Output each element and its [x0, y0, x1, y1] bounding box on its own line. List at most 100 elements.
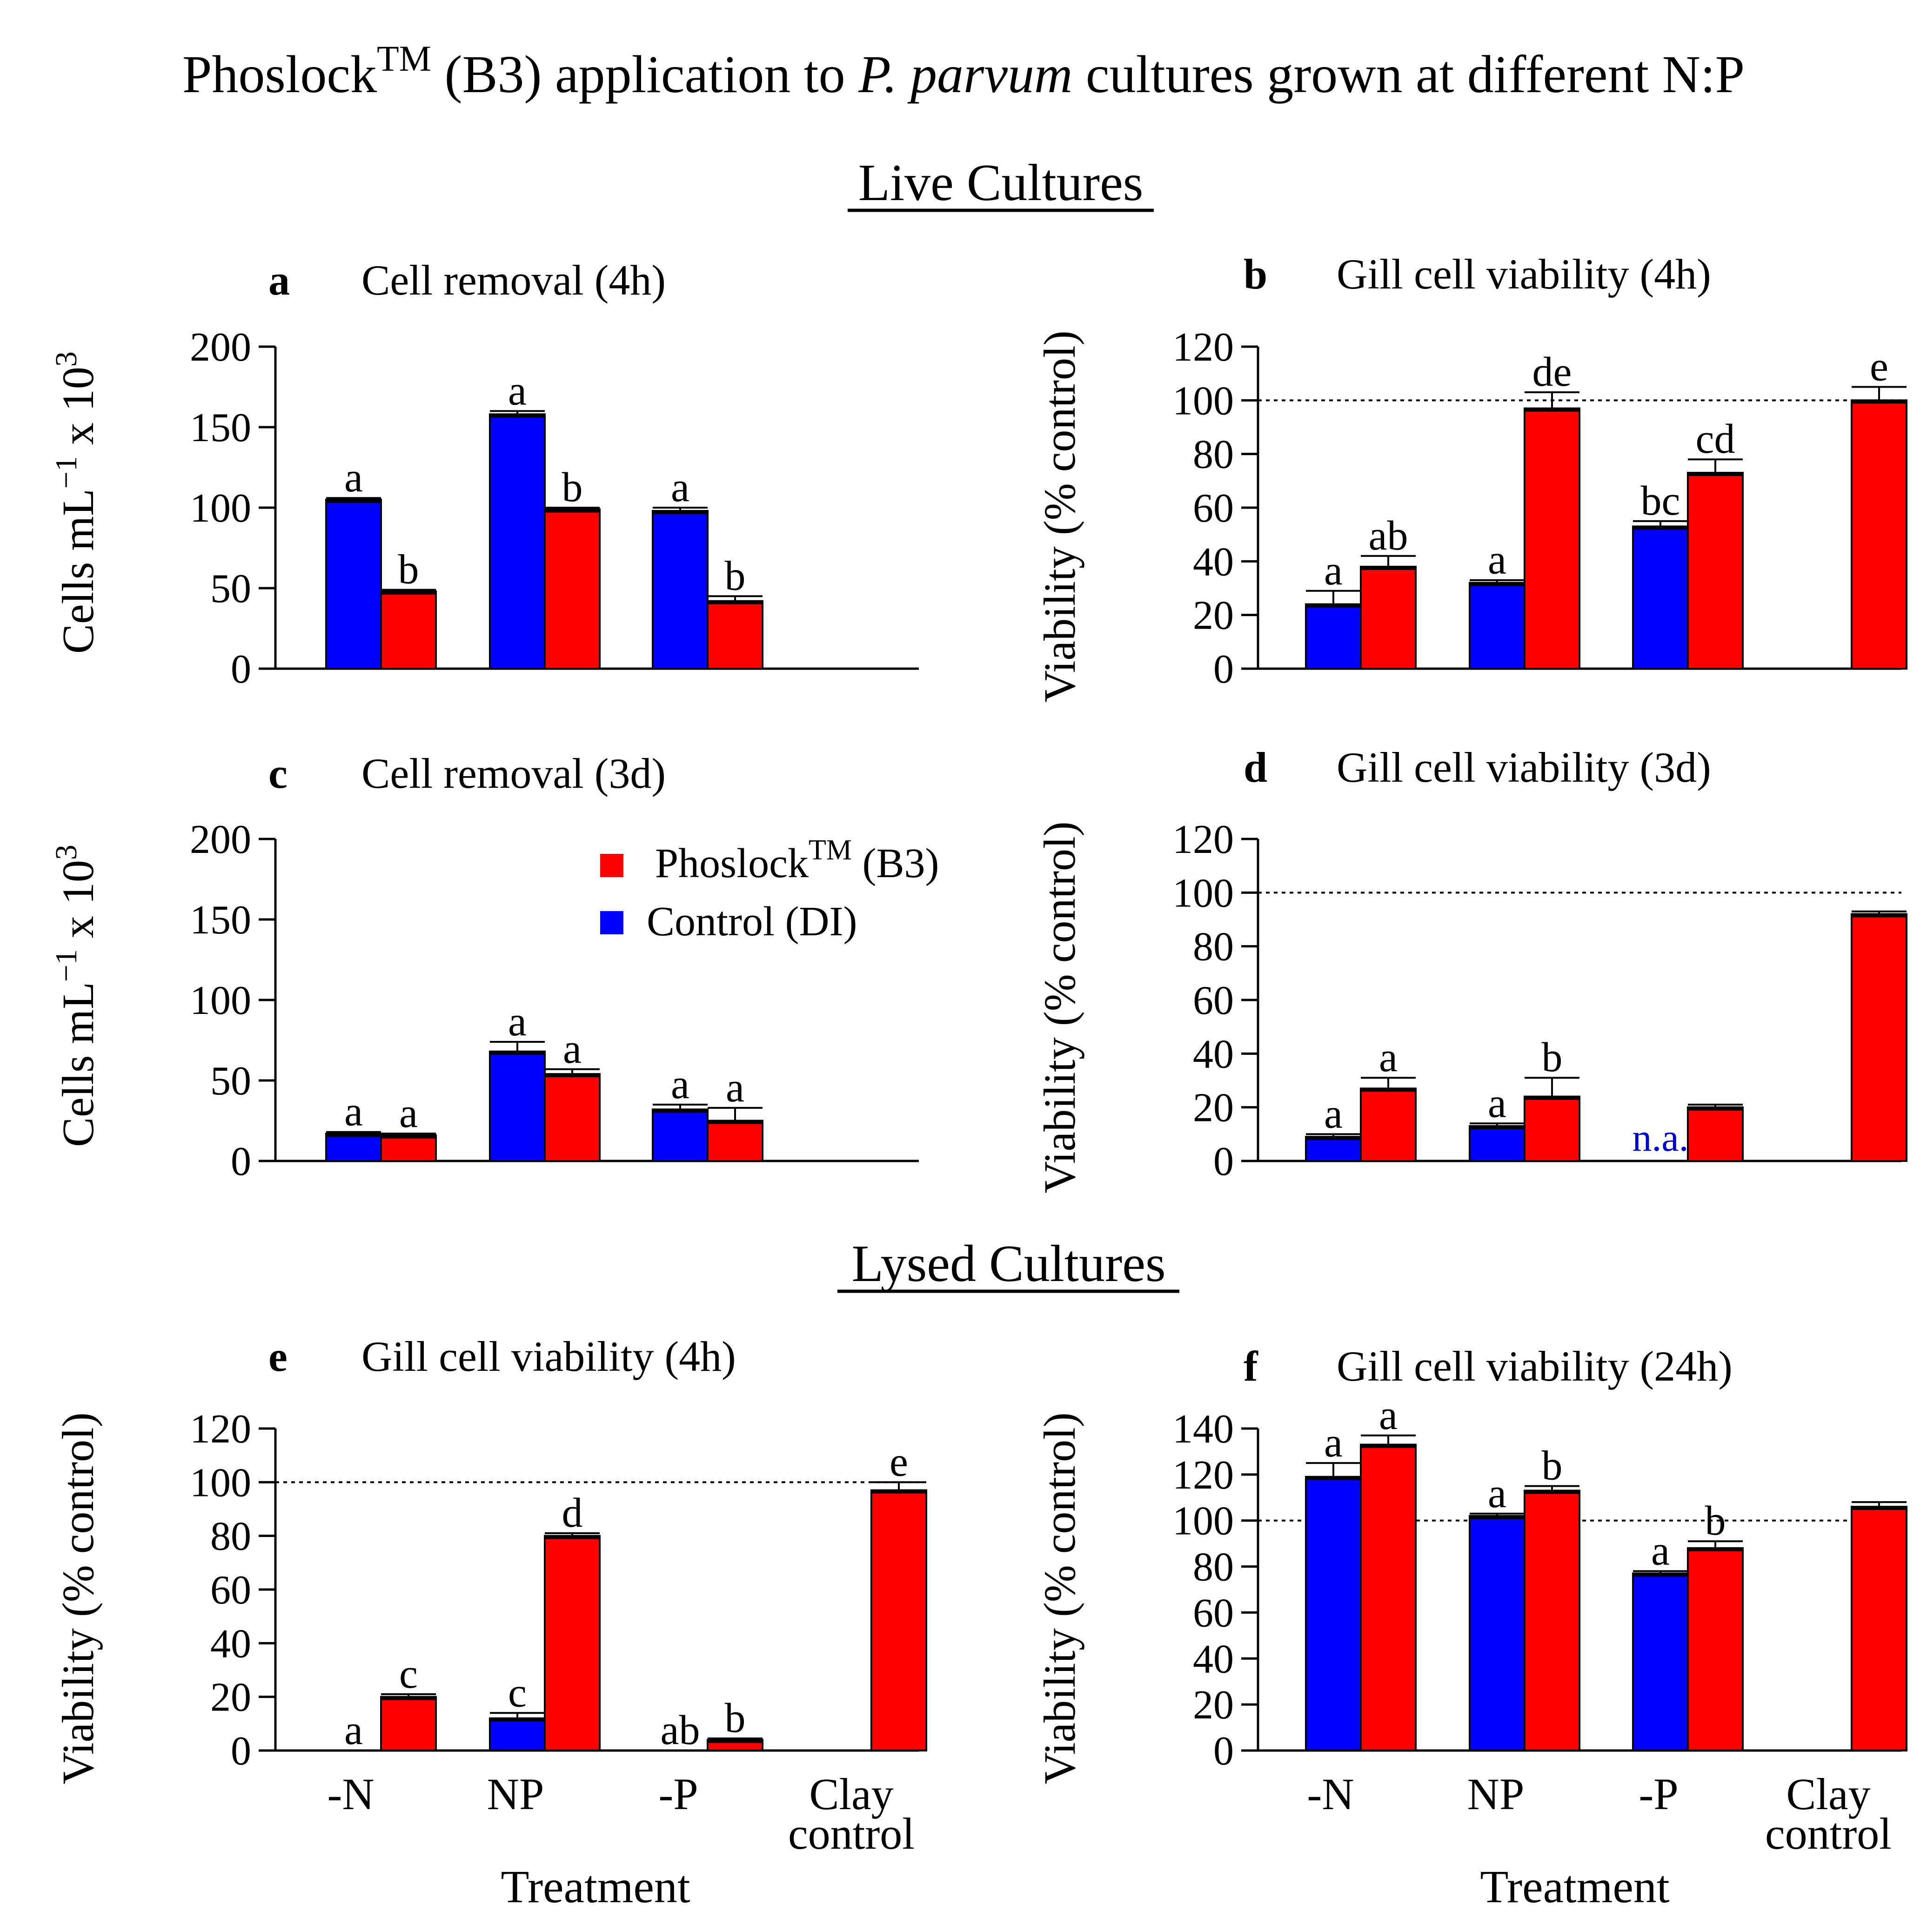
sig-letter-a: a [508, 368, 527, 414]
xtick-control-e: control [788, 1809, 915, 1858]
xticks-e: -N NP -P Clay control [327, 1769, 915, 1858]
sig-letter-f: a [1651, 1528, 1670, 1574]
ytick-label-d: 80 [1193, 925, 1234, 970]
section-lysed-cultures: Lysed Cultures [851, 1235, 1165, 1293]
xtick-minus-n-e: -N [327, 1769, 374, 1819]
xtick-minus-p-f: -P [1639, 1769, 1678, 1819]
sig-letter-c: a [399, 1090, 418, 1136]
ytick-label-f: 120 [1172, 1453, 1234, 1498]
ylabel-b: Viability (% control) [1035, 330, 1084, 702]
ytick-label-e: 20 [210, 1675, 251, 1720]
xtick-clay-e: Clay [809, 1769, 893, 1819]
ytick-label-b: 20 [1193, 593, 1234, 638]
legend: PhoslockTM (B3) Control (DI) [600, 834, 939, 945]
sig-letter-f: b [1705, 1498, 1726, 1544]
ytick-label-f: 40 [1193, 1637, 1234, 1682]
ytick-label-c: 0 [231, 1139, 251, 1184]
na-label-d: n.a. [1632, 1116, 1688, 1160]
ytick-label-f: 140 [1172, 1407, 1234, 1452]
sig-letter-b: e [1870, 344, 1888, 390]
panel-letter-c: c [268, 750, 288, 797]
ytick-label-f: 20 [1193, 1683, 1234, 1728]
ylabel-c: Cells mL−1 x 103 [49, 845, 103, 1147]
bar-a-control [489, 413, 546, 670]
xlabel-f: Treatment [1480, 1861, 1670, 1912]
ytick-label-e: 120 [190, 1407, 251, 1452]
sig-letter-f: a [1379, 1392, 1398, 1438]
sig-letter-b: bc [1641, 478, 1680, 524]
ytick-label-a: 200 [190, 325, 251, 370]
ytick-label-d: 40 [1193, 1032, 1234, 1077]
sig-letter-b: de [1532, 349, 1572, 395]
bar-b-control [1469, 582, 1526, 670]
section-live-cultures: Live Cultures [858, 154, 1144, 212]
xtick-control-f: control [1765, 1809, 1892, 1858]
sig-letter-d: a [1379, 1034, 1398, 1080]
sig-letter-d: b [1542, 1034, 1563, 1080]
sig-letter-c: a [726, 1065, 744, 1111]
sig-letter-a: a [671, 464, 689, 510]
ytick-label-d: 20 [1193, 1086, 1234, 1131]
panel-letter-d: d [1244, 744, 1267, 791]
panel-e: e Gill cell viability (4h) 0 20 40 60 80 100 120… [190, 1333, 927, 1774]
sig-letter-e: d [562, 1490, 583, 1536]
bar-c-phoslock [380, 1134, 437, 1162]
bar-e-phoslock [870, 1489, 927, 1751]
sig-letter-f: b [1542, 1443, 1563, 1489]
bar-a-control [652, 510, 709, 670]
bar-f-phoslock [1360, 1443, 1417, 1752]
sig-letter-b: a [1488, 537, 1506, 583]
ytick-label-e: 100 [190, 1460, 251, 1505]
panel-f: f Gill cell viability (24h) 02040608010012… [1172, 1342, 1907, 1774]
bar-e-control [489, 1717, 546, 1752]
sig-letter-b: cd [1696, 416, 1735, 462]
bar-c-control [652, 1108, 709, 1162]
sig-letter-c: a [344, 1089, 363, 1135]
bar-b-phoslock [1360, 565, 1417, 670]
bar-f-phoslock [1851, 1506, 1907, 1751]
sig-letter-e: c [399, 1651, 418, 1697]
xtick-minus-p-e: -P [658, 1769, 698, 1819]
bar-e-phoslock [544, 1535, 601, 1752]
ytick-label-c: 100 [190, 978, 251, 1023]
legend-swatch-control [600, 911, 623, 934]
figure-title: PhoslockTM (B3) application to P. parvum… [182, 38, 1745, 104]
ytick-label-d: 100 [1172, 871, 1234, 916]
ytick-label-e: 40 [210, 1621, 251, 1666]
panel-title-b: Gill cell viability (4h) [1337, 250, 1711, 298]
sig-letter-b: ab [1369, 513, 1408, 559]
ytick-label-b: 0 [1213, 647, 1234, 692]
bar-d-phoslock [1360, 1087, 1417, 1162]
xtick-minus-n-f: -N [1307, 1769, 1354, 1819]
panel-d: d Gill cell viability (3d) 0 20 40 60 80 100 120… [1172, 744, 1907, 1184]
sig-letter-d: a [1488, 1080, 1506, 1126]
ytick-label-b: 120 [1172, 325, 1234, 370]
sig-letter-d: a [1324, 1091, 1343, 1137]
panel-letter-b: b [1244, 250, 1267, 298]
bar-a-phoslock [707, 600, 763, 670]
ytick-label-b: 60 [1193, 486, 1234, 531]
panel-letter-a: a [268, 256, 290, 304]
ytick-label-f: 100 [1172, 1499, 1234, 1544]
xticks-f: -N NP -P Clay control [1307, 1769, 1892, 1858]
bar-a-phoslock [380, 590, 437, 670]
sig-letter-c: a [563, 1026, 582, 1072]
bar-a-control [325, 498, 382, 670]
ytick-label-b: 100 [1172, 378, 1234, 423]
legend-label-phoslock: PhoslockTM (B3) [655, 834, 939, 886]
panel-title-c: Cell removal (3d) [361, 750, 666, 797]
ytick-label-c: 50 [210, 1059, 251, 1104]
bar-f-control [1469, 1515, 1526, 1752]
sig-letter-e: a [344, 1707, 363, 1753]
bar-f-phoslock [1524, 1489, 1580, 1751]
ylabel-e: Viability (% control) [53, 1412, 103, 1784]
legend-label-control: Control (DI) [647, 899, 857, 945]
bar-f-phoslock [1687, 1547, 1744, 1751]
panel-letter-f: f [1244, 1342, 1258, 1390]
bar-c-phoslock [707, 1120, 763, 1162]
ytick-label-e: 60 [210, 1568, 251, 1613]
panel-title-f: Gill cell viability (24h) [1337, 1342, 1733, 1390]
ytick-label-f: 0 [1213, 1729, 1234, 1774]
